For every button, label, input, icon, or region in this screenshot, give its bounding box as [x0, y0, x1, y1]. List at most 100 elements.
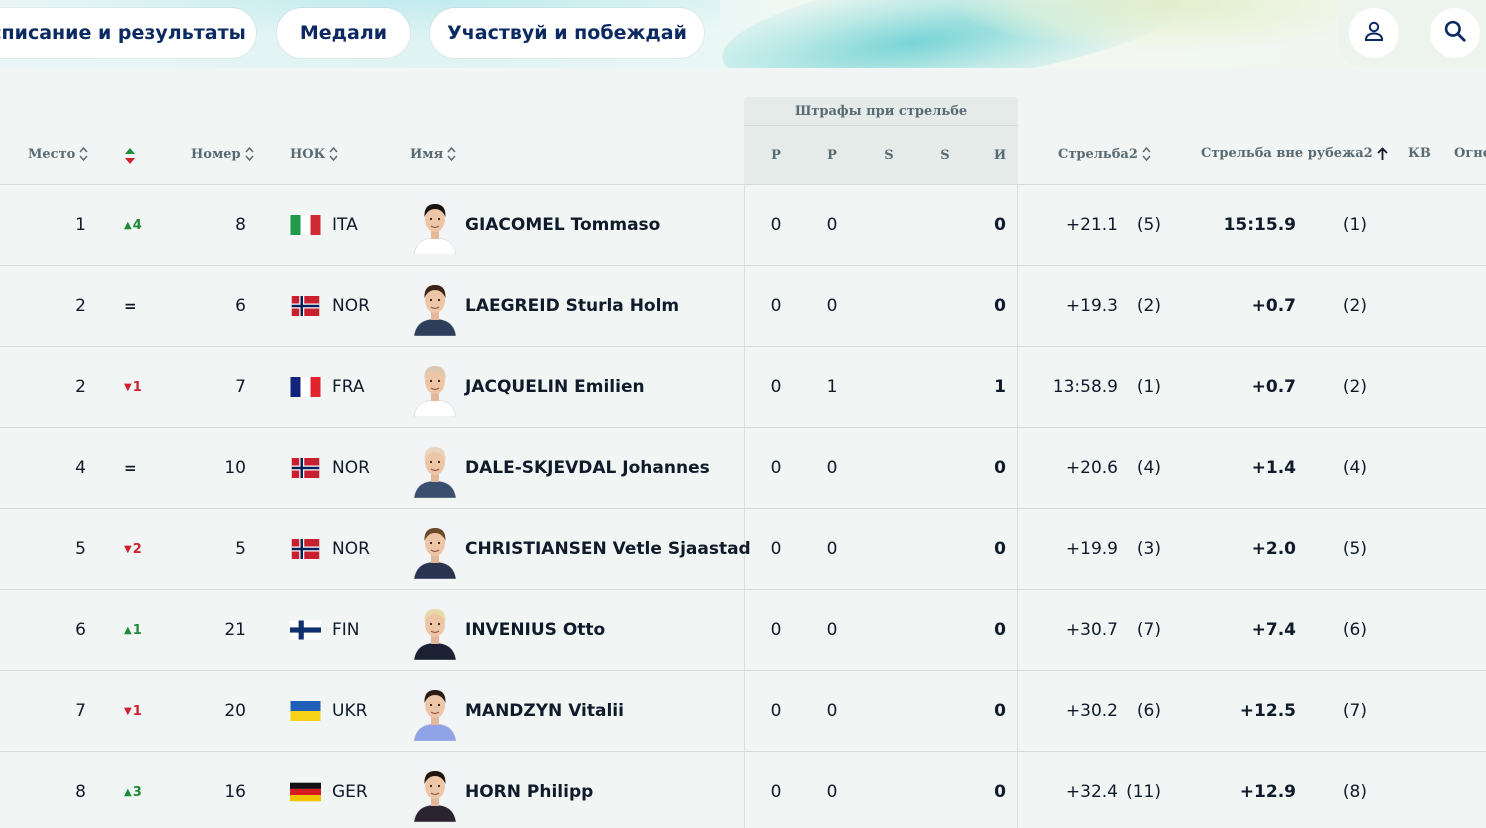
- rank-change-value: =: [124, 297, 137, 315]
- table-row[interactable]: 7 ▼ 1 20 UKR MANDZYN Vitalii 0 0 0 +30.2 (6) +12.5 (…: [0, 671, 1486, 752]
- rank: 2: [75, 377, 86, 397]
- col-header-change[interactable]: [124, 146, 136, 170]
- table-row[interactable]: 5 ▼ 2 5 NOR CHRISTIANSEN Vetle Sjaastad 0 0 0 +19…: [0, 509, 1486, 590]
- rank-change: ▼ 2: [124, 509, 142, 589]
- arrow-up-icon: ▲: [124, 624, 132, 636]
- penalty-p1: 0: [770, 296, 782, 316]
- col-header-shooting[interactable]: Стрельба2: [1058, 146, 1151, 162]
- rank: 1: [75, 215, 86, 235]
- penalty-total: 0: [994, 782, 1006, 802]
- shooting-rank: (11): [1126, 782, 1161, 802]
- non-shooting-time: +2.0: [1251, 539, 1296, 559]
- table-row[interactable]: 1 ▲ 4 8 ITA GIACOMEL Tommaso 0 0 0 +21.1 (5) 15:15.…: [0, 185, 1486, 266]
- rank-change: ▲ 1: [124, 590, 142, 670]
- col-header-name[interactable]: Имя: [410, 146, 456, 162]
- shooting-time: +20.6: [1065, 458, 1118, 478]
- col-header-label: Стрельба вне рубежа2: [1201, 146, 1373, 161]
- table-row[interactable]: 2 = 6 NOR LAEGREID Sturla Holm 0 0 0 +19.3 (2) +0.…: [0, 266, 1486, 347]
- col-header-fire[interactable]: Огне: [1454, 146, 1486, 161]
- arrow-down-icon: ▼: [124, 543, 132, 555]
- penalty-total: 1: [994, 377, 1006, 397]
- col-header-kv[interactable]: КВ: [1408, 146, 1431, 161]
- tab-medals[interactable]: Медали: [277, 8, 410, 58]
- penalty-p2: 0: [826, 701, 838, 721]
- rank-change: ▲ 4: [124, 185, 142, 265]
- athlete-name[interactable]: LAEGREID Sturla Holm: [465, 296, 680, 316]
- rank-change-value: 1: [132, 379, 142, 395]
- rank-change-value: 4: [132, 217, 142, 233]
- bib-number: 21: [224, 620, 246, 640]
- col-header-noc[interactable]: НОК: [290, 146, 339, 162]
- athlete-photo: [410, 762, 460, 822]
- athlete-name[interactable]: JACQUELIN Emilien: [465, 377, 645, 397]
- tab-schedule-results[interactable]: списание и результаты: [0, 8, 256, 58]
- col-header-non-shooting[interactable]: Стрельба вне рубежа2: [1201, 146, 1388, 161]
- shooting-rank: (2): [1136, 296, 1161, 316]
- col-header-penalty-s2: S: [940, 148, 950, 163]
- penalty-total: 0: [994, 539, 1006, 559]
- bib-number: 8: [235, 215, 246, 235]
- penalty-total: 0: [994, 215, 1006, 235]
- shooting-rank: (1): [1136, 377, 1161, 397]
- penalty-group-title: Штрафы при стрельбе: [794, 104, 968, 119]
- shooting-rank: (5): [1136, 215, 1161, 235]
- athlete-photo: [410, 681, 460, 741]
- header-divider: [0, 184, 1486, 185]
- penalty-p2: 0: [826, 458, 838, 478]
- penalty-total: 0: [994, 701, 1006, 721]
- athlete-name[interactable]: CHRISTIANSEN Vetle Sjaastad: [465, 539, 751, 559]
- noc-code: NOR: [332, 539, 370, 559]
- penalty-total: 0: [994, 458, 1006, 478]
- bib-number: 20: [224, 701, 246, 721]
- col-header-bib[interactable]: Номер: [191, 146, 254, 162]
- table-row[interactable]: 2 ▼ 1 7 FRA JACQUELIN Emilien 0 1 1 13:58.9 (1) +0.…: [0, 347, 1486, 428]
- athlete-name[interactable]: MANDZYN Vitalii: [465, 701, 624, 721]
- search-icon: [1442, 18, 1468, 48]
- non-shooting-time: +0.7: [1251, 377, 1296, 397]
- flag-icon: [290, 671, 321, 751]
- tab-play-and-win[interactable]: Участвуй и побеждай: [430, 8, 704, 58]
- table-row[interactable]: 8 ▲ 3 16 GER HORN Philipp 0 0 0 +32.4 (11) +12.9 (8): [0, 752, 1486, 828]
- non-shooting-rank: (1): [1342, 215, 1367, 235]
- sort-icon: [447, 146, 456, 162]
- shooting-time: +30.7: [1065, 620, 1118, 640]
- penalty-p2: 0: [826, 296, 838, 316]
- col-header-place[interactable]: Место: [28, 146, 88, 162]
- penalty-p1: 0: [770, 701, 782, 721]
- arrow-down-icon: ▼: [124, 705, 132, 717]
- bib-number: 6: [235, 296, 246, 316]
- non-shooting-rank: (7): [1342, 701, 1367, 721]
- sort-icon: [329, 146, 339, 162]
- sort-icon: [245, 146, 254, 162]
- athlete-name[interactable]: INVENIUS Otto: [465, 620, 606, 640]
- arrow-down-icon: ▼: [124, 381, 132, 393]
- sort-asc-icon: [1377, 146, 1388, 161]
- penalty-header-group: [744, 97, 1018, 185]
- non-shooting-time: +12.9: [1239, 782, 1296, 802]
- flag-icon: [290, 185, 321, 265]
- user-button[interactable]: [1349, 8, 1399, 58]
- athlete-name[interactable]: HORN Philipp: [465, 782, 594, 802]
- arrow-up-icon: ▲: [124, 219, 132, 231]
- athlete-name[interactable]: DALE-SKJEVDAL Johannes: [465, 458, 710, 478]
- penalty-total: 0: [994, 296, 1006, 316]
- table-row[interactable]: 4 = 10 NOR DALE-SKJEVDAL Johannes 0 0 0 +20.6 (4)…: [0, 428, 1486, 509]
- bib-number: 10: [224, 458, 246, 478]
- non-shooting-rank: (8): [1342, 782, 1367, 802]
- flag-icon: [290, 509, 321, 589]
- athlete-photo: [410, 195, 460, 255]
- penalty-p2: 0: [826, 539, 838, 559]
- athlete-name[interactable]: GIACOMEL Tommaso: [465, 215, 661, 235]
- rank-change-value: 1: [132, 622, 142, 638]
- penalty-total: 0: [994, 620, 1006, 640]
- rank-change-value: =: [124, 459, 137, 477]
- col-header-label: Стрельба2: [1058, 146, 1138, 162]
- col-header-penalty-total: И: [993, 148, 1007, 163]
- shooting-time: +19.9: [1065, 539, 1118, 559]
- noc-code: FRA: [332, 377, 365, 397]
- flag-icon: [290, 347, 321, 427]
- column-divider: [744, 185, 745, 828]
- search-button[interactable]: [1430, 8, 1480, 58]
- table-row[interactable]: 6 ▲ 1 21 FIN INVENIUS Otto 0 0 0 +30.7 (7) +7.4 (6): [0, 590, 1486, 671]
- rank-change: =: [124, 428, 137, 508]
